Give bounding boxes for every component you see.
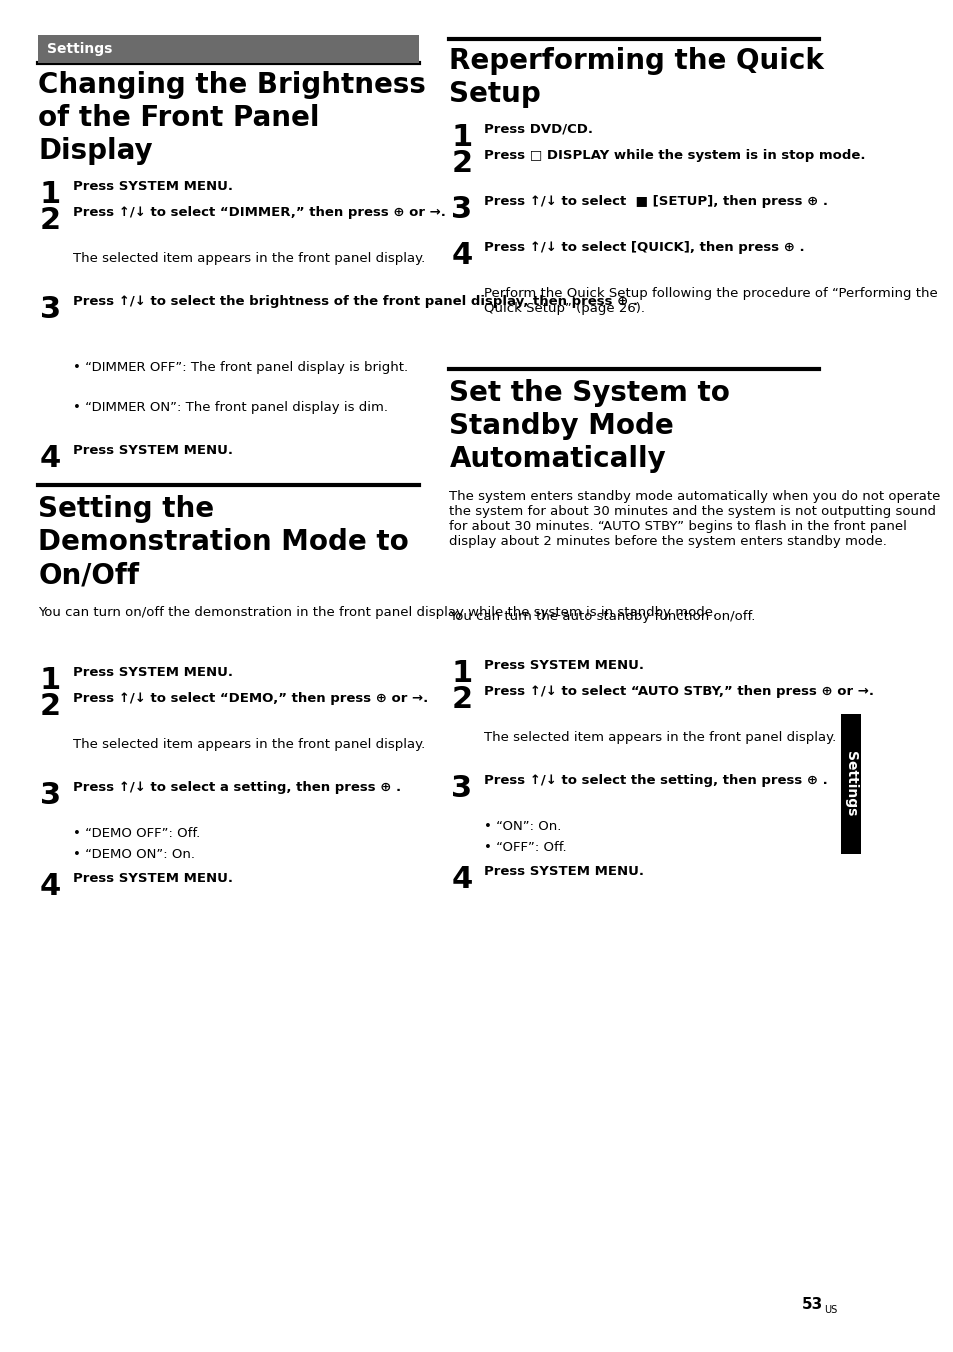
Text: Press ↑/↓ to select the brightness of the front panel display, then press ⊕ .: Press ↑/↓ to select the brightness of th… [72, 295, 637, 308]
Text: 3: 3 [40, 781, 61, 810]
Text: Press ↑/↓ to select  ■ [SETUP], then press ⊕ .: Press ↑/↓ to select ■ [SETUP], then pres… [483, 195, 827, 208]
Text: US: US [823, 1305, 837, 1315]
Text: Reperforming the Quick: Reperforming the Quick [449, 47, 823, 74]
Text: Press ↑/↓ to select “DEMO,” then press ⊕ or →.: Press ↑/↓ to select “DEMO,” then press ⊕… [72, 692, 428, 704]
Text: Press SYSTEM MENU.: Press SYSTEM MENU. [72, 872, 233, 886]
FancyBboxPatch shape [840, 714, 860, 854]
Text: Press □ DISPLAY while the system is in stop mode.: Press □ DISPLAY while the system is in s… [483, 149, 864, 162]
Text: Settings: Settings [47, 42, 112, 55]
Text: Settings: Settings [842, 752, 857, 817]
Text: Press SYSTEM MENU.: Press SYSTEM MENU. [72, 443, 233, 457]
Text: • “DIMMER ON”: The front panel display is dim.: • “DIMMER ON”: The front panel display i… [72, 402, 387, 414]
Text: Press ↑/↓ to select [QUICK], then press ⊕ .: Press ↑/↓ to select [QUICK], then press … [483, 241, 803, 254]
Text: 2: 2 [40, 692, 61, 721]
Text: 1: 1 [451, 123, 472, 151]
Text: Changing the Brightness: Changing the Brightness [38, 72, 426, 99]
Text: 53: 53 [801, 1297, 822, 1311]
Text: You can turn on/off the demonstration in the front panel display while the syste: You can turn on/off the demonstration in… [38, 606, 717, 619]
Text: • “DEMO ON”: On.: • “DEMO ON”: On. [72, 848, 194, 861]
Text: • “DIMMER OFF”: The front panel display is bright.: • “DIMMER OFF”: The front panel display … [72, 361, 407, 375]
Text: Press ↑/↓ to select a setting, then press ⊕ .: Press ↑/↓ to select a setting, then pres… [72, 781, 400, 794]
Text: • “DEMO OFF”: Off.: • “DEMO OFF”: Off. [72, 827, 200, 840]
Text: Display: Display [38, 137, 152, 165]
Text: The system enters standby mode automatically when you do not operate the system : The system enters standby mode automatic… [449, 489, 940, 548]
Text: Press ↑/↓ to select the setting, then press ⊕ .: Press ↑/↓ to select the setting, then pr… [483, 773, 827, 787]
Text: Setup: Setup [449, 80, 540, 108]
Text: The selected item appears in the front panel display.: The selected item appears in the front p… [72, 738, 424, 750]
Text: 4: 4 [451, 865, 472, 894]
Text: Press ↑/↓ to select “AUTO STBY,” then press ⊕ or →.: Press ↑/↓ to select “AUTO STBY,” then pr… [483, 685, 873, 698]
Text: 3: 3 [451, 195, 472, 224]
Text: 1: 1 [451, 658, 472, 688]
Text: • “ON”: On.: • “ON”: On. [483, 821, 560, 833]
Text: The selected item appears in the front panel display.: The selected item appears in the front p… [72, 251, 424, 265]
Text: Press ↑/↓ to select “DIMMER,” then press ⊕ or →.: Press ↑/↓ to select “DIMMER,” then press… [72, 206, 445, 219]
Text: 4: 4 [451, 241, 472, 270]
Text: Press DVD/CD.: Press DVD/CD. [483, 123, 593, 137]
Text: Press SYSTEM MENU.: Press SYSTEM MENU. [72, 180, 233, 193]
Text: 4: 4 [40, 443, 61, 473]
Text: On/Off: On/Off [38, 561, 139, 589]
FancyBboxPatch shape [38, 35, 419, 64]
Text: 2: 2 [451, 149, 472, 178]
Text: The selected item appears in the front panel display.: The selected item appears in the front p… [483, 731, 836, 744]
Text: of the Front Panel: of the Front Panel [38, 104, 319, 132]
Text: 1: 1 [40, 180, 61, 210]
Text: Setting the: Setting the [38, 495, 214, 523]
Text: Perform the Quick Setup following the procedure of “Performing the Quick Setup” : Perform the Quick Setup following the pr… [483, 287, 937, 315]
Text: You can turn the auto standby function on/off.: You can turn the auto standby function o… [449, 610, 755, 623]
Text: Automatically: Automatically [449, 445, 665, 473]
Text: 1: 1 [40, 667, 61, 695]
Text: 4: 4 [40, 872, 61, 900]
Text: 2: 2 [40, 206, 61, 235]
Text: Set the System to: Set the System to [449, 379, 730, 407]
Text: 2: 2 [451, 685, 472, 714]
Text: 3: 3 [451, 773, 472, 803]
Text: Standby Mode: Standby Mode [449, 412, 674, 439]
Text: Demonstration Mode to: Demonstration Mode to [38, 529, 409, 556]
Text: 3: 3 [40, 295, 61, 324]
Text: Press SYSTEM MENU.: Press SYSTEM MENU. [72, 667, 233, 679]
Text: Press SYSTEM MENU.: Press SYSTEM MENU. [483, 865, 643, 877]
Text: Press SYSTEM MENU.: Press SYSTEM MENU. [483, 658, 643, 672]
Text: • “OFF”: Off.: • “OFF”: Off. [483, 841, 566, 854]
